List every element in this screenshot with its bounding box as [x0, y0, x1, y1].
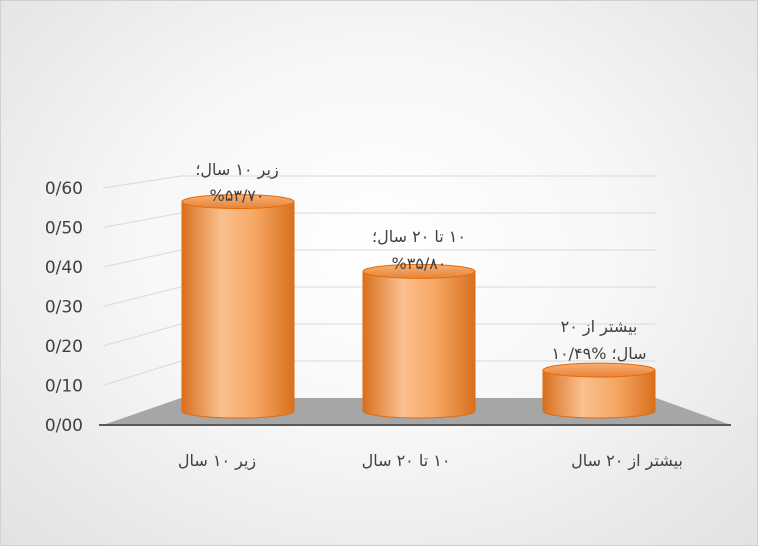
gridline: [102, 212, 656, 228]
gridline: [102, 286, 656, 307]
data-label: سال؛ %۱۰/۴۹: [551, 344, 646, 363]
x-category-label: ۱۰ تا ۲۰ سال: [362, 451, 451, 470]
bar-body: [542, 369, 656, 419]
data-label: ۱۰ تا ۲۰ سال؛: [372, 227, 466, 246]
gridline: [102, 249, 656, 268]
gridline: [102, 360, 656, 386]
bar-cylinder: [542, 362, 656, 419]
gridline: [102, 323, 656, 347]
data-label: %۵۳/۷۰: [210, 186, 265, 205]
bar-top: [542, 362, 656, 378]
y-tick-label: 0/50: [45, 219, 83, 239]
data-label: %۳۵/۸۰: [392, 254, 447, 273]
x-category-label: بیشتر از ۲۰ سال: [571, 451, 683, 471]
bar-cylinder: [362, 263, 476, 419]
bar-body: [362, 270, 476, 419]
y-tick-label: 0/00: [45, 416, 83, 436]
bar-cylinder: [181, 194, 295, 419]
x-category-label: زیر ۱۰ سال: [178, 451, 256, 471]
bar-top: [362, 263, 476, 279]
gridline: [102, 175, 656, 189]
data-label: زیر ۱۰ سال؛: [195, 160, 278, 180]
y-tick-label: 0/40: [45, 258, 83, 278]
y-tick-label: 0/20: [45, 337, 83, 357]
data-label: بیشتر از ۲۰: [561, 317, 638, 337]
y-tick-label: 0/10: [45, 377, 83, 397]
y-tick-label: 0/60: [45, 179, 83, 199]
bar-body: [181, 201, 295, 419]
y-tick-label: 0/30: [45, 298, 83, 318]
bar-top: [181, 194, 295, 210]
